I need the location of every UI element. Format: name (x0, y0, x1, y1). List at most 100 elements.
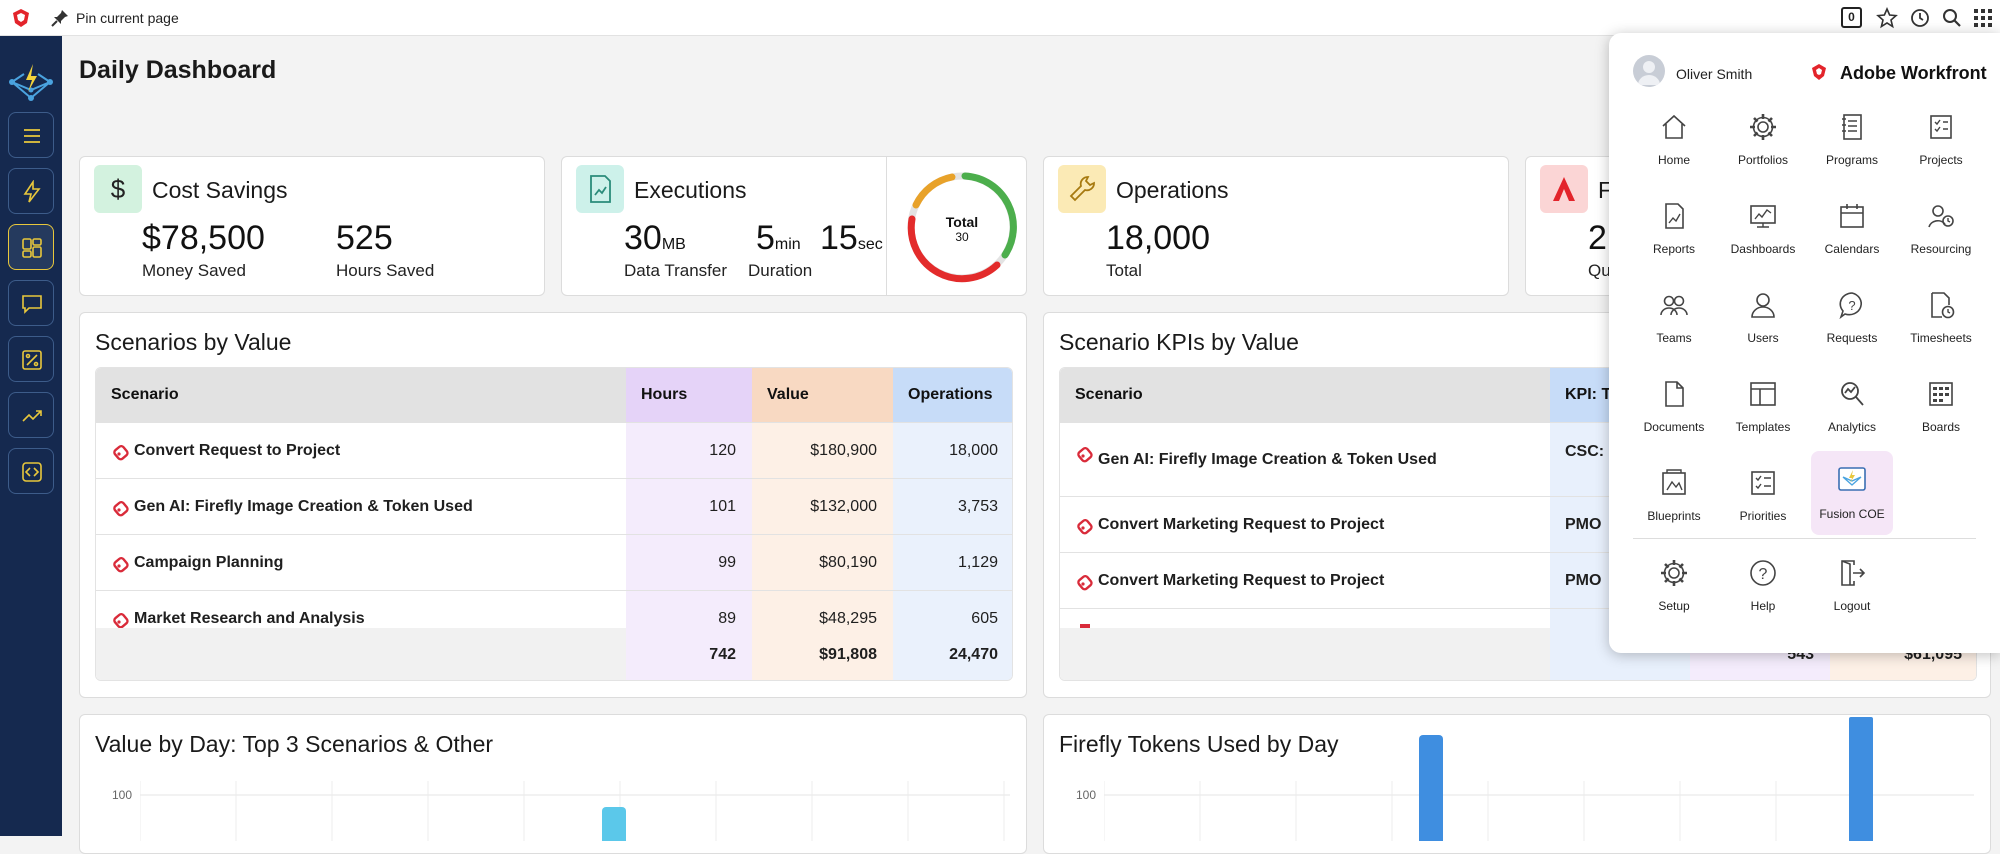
menu-divider (1633, 538, 1976, 539)
menu-item-documents[interactable]: Documents (1633, 370, 1715, 450)
apps-grid-icon[interactable] (1972, 7, 1994, 29)
value-bar[interactable] (602, 807, 626, 841)
menu-item-logout[interactable]: Logout (1811, 549, 1893, 629)
menu-item-label: Requests (1826, 331, 1878, 345)
sidebar-percent-button[interactable] (8, 336, 54, 382)
total-donut-chart: Total 30 (907, 172, 1017, 283)
scenarios-table: Scenario Hours Value Operations Convert … (95, 367, 1013, 681)
menu-item-blueprints[interactable]: Blueprints (1633, 459, 1715, 539)
dashboard-grid-icon (22, 238, 42, 258)
sidebar-code-button[interactable] (8, 448, 54, 494)
menu-item-home[interactable]: Home (1633, 103, 1715, 183)
tokens-bar[interactable] (1849, 717, 1873, 841)
sidebar-menu-button[interactable] (8, 112, 54, 158)
home-icon (1662, 114, 1686, 139)
menu-item-priorities[interactable]: Priorities (1722, 459, 1804, 539)
donut-total-label: Total (946, 214, 978, 230)
kpi-scenario-name: Gen AI: Firefly Image Creation & Token U… (1098, 451, 1437, 468)
menu-item-boards[interactable]: Boards (1900, 370, 1982, 450)
menu-item-users[interactable]: Users (1722, 281, 1804, 361)
value-header[interactable]: Value (752, 368, 893, 422)
user-name[interactable]: Oliver Smith (1676, 66, 1753, 82)
tokens-bar[interactable] (1419, 735, 1443, 841)
kpi-scenario-header[interactable]: Scenario (1060, 368, 1550, 422)
menu-item-setup[interactable]: Setup (1633, 549, 1715, 629)
sidebar-automation-button[interactable] (8, 168, 54, 214)
menu-item-teams[interactable]: Teams (1633, 281, 1715, 361)
dashboard-icon (1750, 205, 1776, 228)
data-transfer-unit: MB (661, 236, 686, 253)
menu-item-label: Teams (1656, 331, 1692, 345)
menu-item-dashboards[interactable]: Dashboards (1722, 192, 1804, 272)
table-row[interactable]: Convert Marketing Request to Project PMO (1060, 496, 1976, 552)
checklist-icon (1930, 115, 1952, 139)
total-hours: 742 (709, 646, 736, 663)
menu-item-timesheets[interactable]: Timesheets (1900, 281, 1982, 361)
scenario-name: Convert Request to Project (134, 442, 341, 459)
operations-header[interactable]: Operations (893, 368, 1012, 422)
browser-toolbar: Pin current page 0 (0, 0, 2000, 36)
app-menu-panel: Oliver Smith Adobe Workfront Home Portfo… (1609, 33, 2000, 653)
menu-item-fusion-coe[interactable]: Fusion COE (1811, 451, 1893, 535)
fusion-network-logo-icon[interactable] (6, 60, 56, 110)
vertical-gridlines (1104, 781, 1873, 841)
gear-icon (1661, 560, 1687, 586)
menu-item-label: Users (1747, 331, 1779, 345)
menu-item-portfolios[interactable]: Portfolios (1722, 103, 1804, 183)
menu-item-analytics[interactable]: Analytics (1811, 370, 1893, 450)
table-row[interactable]: Convert Request to Project 120 $180,900 … (96, 422, 1012, 478)
pin-icon[interactable] (50, 8, 70, 28)
table-row[interactable]: Convert Marketing Request to Project PMO (1060, 552, 1976, 608)
sidebar-trends-button[interactable] (8, 392, 54, 438)
user-avatar[interactable] (1633, 55, 1665, 87)
menu-item-reports[interactable]: Reports (1633, 192, 1715, 272)
scenario-operations: 1,129 (957, 554, 998, 571)
menu-item-programs[interactable]: Programs (1811, 103, 1893, 183)
table-row[interactable]: Campaign Planning 99 $80,190 1,129 (96, 534, 1012, 590)
menu-item-calendars[interactable]: Calendars (1811, 192, 1893, 272)
kpi-value: PMO (1565, 516, 1602, 533)
table-row[interactable] (1060, 608, 1976, 628)
operations-total-value: 18,000 (1106, 219, 1210, 257)
menu-item-requests[interactable]: ? Requests (1811, 281, 1893, 361)
menu-item-templates[interactable]: Templates (1722, 370, 1804, 450)
history-icon[interactable] (1909, 7, 1931, 29)
scenario-header[interactable]: Scenario (96, 368, 626, 422)
pin-current-page-label[interactable]: Pin current page (76, 10, 179, 26)
duration-label: Duration (748, 261, 813, 280)
workfront-logo-icon[interactable] (10, 7, 32, 29)
menu-item-resourcing[interactable]: Resourcing (1900, 192, 1982, 272)
firefly-tokens-card: Firefly Tokens Used by Day 100 (1043, 714, 1991, 854)
scenario-operations: 3,753 (957, 498, 998, 515)
adobe-logo-icon (1540, 165, 1588, 213)
scenarios-by-value-title: Scenarios by Value (95, 329, 292, 355)
menu-item-label: Setup (1658, 599, 1690, 613)
scenario-kpis-title: Scenario KPIs by Value (1059, 329, 1299, 355)
scenario-hours: 120 (709, 442, 736, 459)
fourth-kpi-title: F (1598, 177, 1613, 203)
sidebar-dashboard-button[interactable] (8, 224, 54, 270)
totals-value-bg (752, 628, 893, 680)
menu-item-help[interactable]: ? Help (1722, 549, 1804, 629)
data-transfer-value: 30MB (624, 219, 686, 258)
firefly-tokens-chart (1104, 717, 1974, 841)
notification-count-badge[interactable]: 0 (1841, 7, 1862, 28)
menu-item-projects[interactable]: Projects (1900, 103, 1982, 183)
card-divider (886, 157, 887, 295)
table-row[interactable]: Gen AI: Firefly Image Creation & Token U… (1060, 422, 1976, 496)
star-icon[interactable] (1876, 7, 1898, 29)
menu-item-label: Dashboards (1730, 242, 1796, 256)
scenario-hours: 101 (709, 498, 736, 515)
page-title: Daily Dashboard (79, 56, 277, 84)
search-icon[interactable] (1941, 7, 1963, 29)
sidebar-messages-button[interactable] (8, 280, 54, 326)
workfront-logo-icon (1812, 64, 1826, 80)
scenario-tag-icon (113, 556, 129, 573)
hours-header[interactable]: Hours (626, 368, 752, 422)
trend-up-icon (22, 410, 42, 422)
money-saved-label: Money Saved (142, 261, 246, 280)
data-transfer-number: 30 (624, 219, 662, 257)
table-row[interactable]: Gen AI: Firefly Image Creation & Token U… (96, 478, 1012, 534)
table-row[interactable]: Market Research and Analysis 89 $48,295 … (96, 590, 1012, 628)
scenario-name: Gen AI: Firefly Image Creation & Token U… (134, 498, 473, 515)
